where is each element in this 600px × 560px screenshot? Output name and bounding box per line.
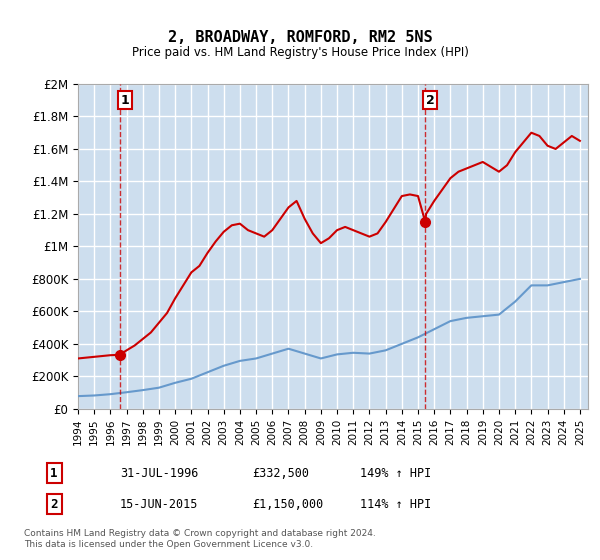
Text: 1: 1 — [50, 466, 58, 480]
Text: 2, BROADWAY, ROMFORD, RM2 5NS: 2, BROADWAY, ROMFORD, RM2 5NS — [167, 30, 433, 45]
Text: Price paid vs. HM Land Registry's House Price Index (HPI): Price paid vs. HM Land Registry's House … — [131, 46, 469, 59]
Text: 149% ↑ HPI: 149% ↑ HPI — [360, 466, 431, 480]
Text: 15-JUN-2015: 15-JUN-2015 — [120, 497, 199, 511]
Text: 2: 2 — [426, 94, 434, 107]
Text: 31-JUL-1996: 31-JUL-1996 — [120, 466, 199, 480]
Text: 2: 2 — [50, 497, 58, 511]
Text: £332,500: £332,500 — [252, 466, 309, 480]
Text: 114% ↑ HPI: 114% ↑ HPI — [360, 497, 431, 511]
Text: £1,150,000: £1,150,000 — [252, 497, 323, 511]
Text: 1: 1 — [120, 94, 129, 107]
Text: Contains HM Land Registry data © Crown copyright and database right 2024.
This d: Contains HM Land Registry data © Crown c… — [24, 529, 376, 549]
